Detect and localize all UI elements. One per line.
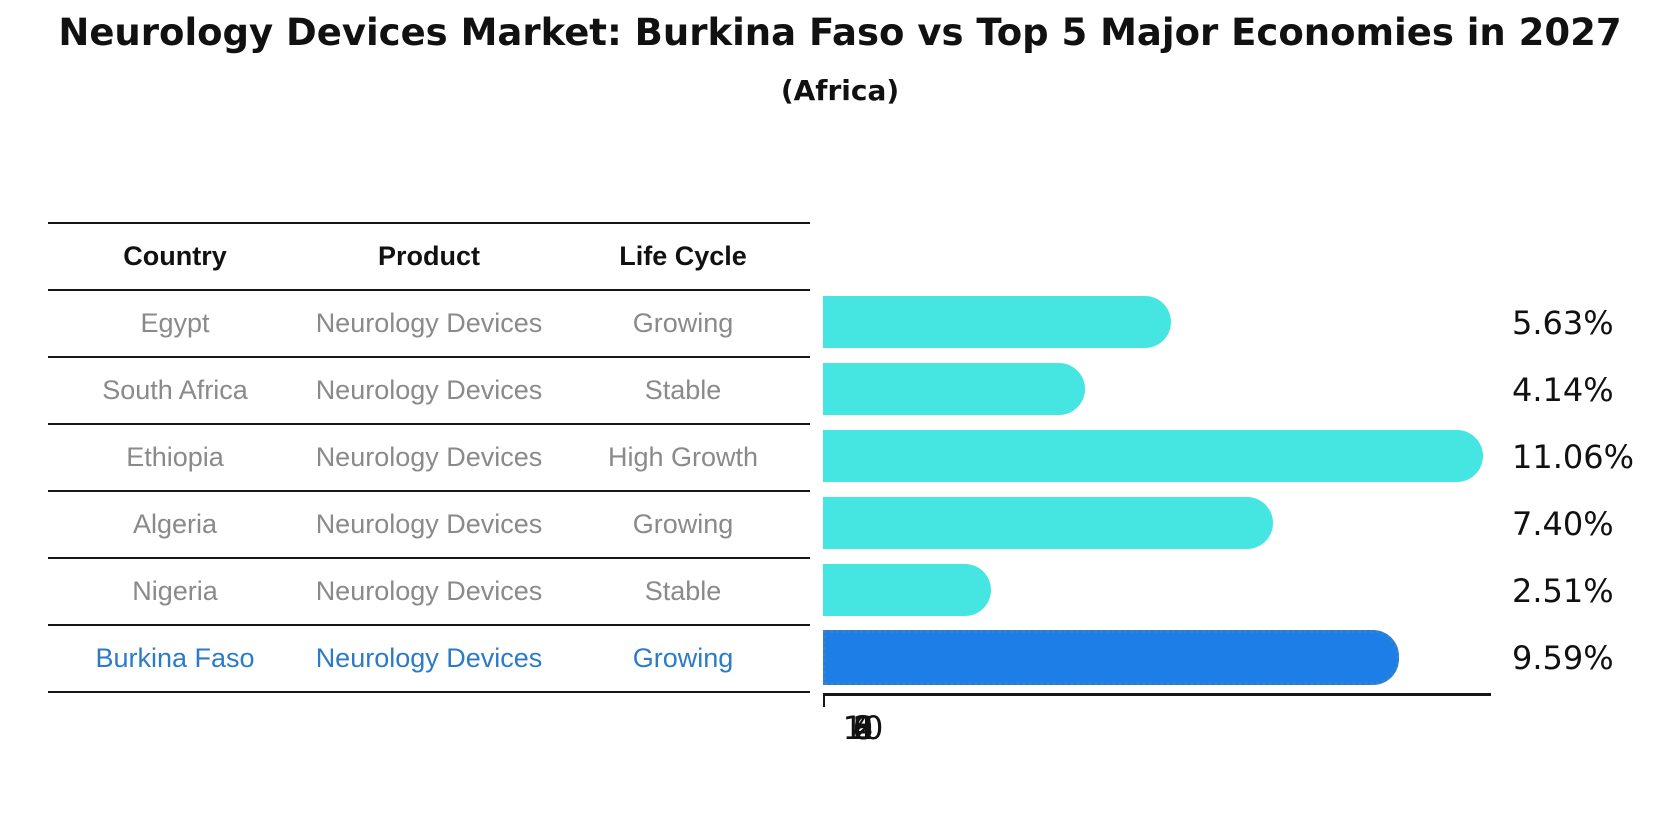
x-axis-tick-label: 0: [852, 709, 874, 747]
cell-life-cycle: Growing: [632, 509, 734, 539]
bar-egypt: [823, 296, 1171, 348]
bar-band: [823, 423, 1491, 490]
header-product: Product: [377, 241, 480, 271]
cell-life-cycle: Growing: [632, 643, 734, 673]
x-axis-tick-label: 10: [842, 709, 884, 747]
cell-product: Neurology Devices: [315, 375, 543, 405]
table-header-row: Country Product Life Cycle: [48, 224, 810, 291]
x-axis-line: [823, 693, 1491, 696]
bar-band: [823, 289, 1491, 356]
table-row-ethiopia: Ethiopia Neurology Devices High Growth: [48, 425, 810, 492]
page-title: Neurology Devices Market: Burkina Faso v…: [58, 11, 1622, 54]
value-label-ethiopia: 11.06%: [1512, 437, 1635, 476]
cell-life-cycle: Stable: [644, 375, 722, 405]
table-row-algeria: Algeria Neurology Devices Growing: [48, 492, 810, 559]
bar-nigeria: [823, 564, 991, 616]
cell-life-cycle: High Growth: [607, 442, 759, 472]
cell-product: Neurology Devices: [315, 442, 543, 472]
cell-country: Ethiopia: [126, 442, 224, 472]
cell-product: Neurology Devices: [315, 509, 543, 539]
x-axis-tick: [823, 696, 825, 707]
value-label-egypt: 5.63%: [1512, 303, 1614, 342]
header-country: Country: [123, 241, 227, 271]
bar-burkina-faso: [823, 630, 1399, 685]
header-life-cycle: Life Cycle: [619, 241, 747, 271]
cell-country: South Africa: [102, 375, 248, 405]
bar-band: [823, 356, 1491, 423]
cell-product: Neurology Devices: [315, 643, 543, 673]
cell-country: Egypt: [140, 308, 210, 338]
value-label-column: 5.63% 4.14% 11.06% 7.40% 2.51% 9.59%: [1512, 289, 1634, 691]
cell-product: Neurology Devices: [315, 576, 543, 606]
bar-band: [823, 557, 1491, 624]
value-label-algeria: 7.40%: [1512, 504, 1614, 543]
cell-country: Nigeria: [132, 576, 218, 606]
bar-south-africa: [823, 363, 1085, 415]
cell-country: Algeria: [132, 509, 218, 539]
bar-chart: 0 2 4 6 8 10: [823, 289, 1491, 747]
table-row-south-africa: South Africa Neurology Devices Stable: [48, 358, 810, 425]
table-row-nigeria: Nigeria Neurology Devices Stable: [48, 559, 810, 626]
cell-life-cycle: Growing: [632, 308, 734, 338]
bar-band: [823, 624, 1491, 691]
table-row-egypt: Egypt Neurology Devices Growing: [48, 291, 810, 358]
bar-band: [823, 490, 1491, 557]
value-label-south-africa: 4.14%: [1512, 370, 1614, 409]
cell-life-cycle: Stable: [644, 576, 722, 606]
bar-algeria: [823, 497, 1273, 549]
cell-product: Neurology Devices: [315, 308, 543, 338]
x-axis-tick-label: 4: [852, 709, 874, 747]
x-axis-tick-label: 6: [852, 709, 874, 747]
comparison-table: Country Product Life Cycle Egypt Neurolo…: [48, 222, 810, 693]
x-axis-tick-label: 2: [852, 709, 874, 747]
bar-ethiopia: [823, 430, 1483, 482]
page-subtitle: (Africa): [780, 74, 900, 107]
value-label-burkina-faso: 9.59%: [1512, 638, 1614, 677]
table-row-burkina-faso: Burkina Faso Neurology Devices Growing: [48, 626, 810, 693]
value-label-nigeria: 2.51%: [1512, 571, 1614, 610]
x-axis-tick-label: 8: [852, 709, 874, 747]
cell-country: Burkina Faso: [95, 643, 255, 673]
